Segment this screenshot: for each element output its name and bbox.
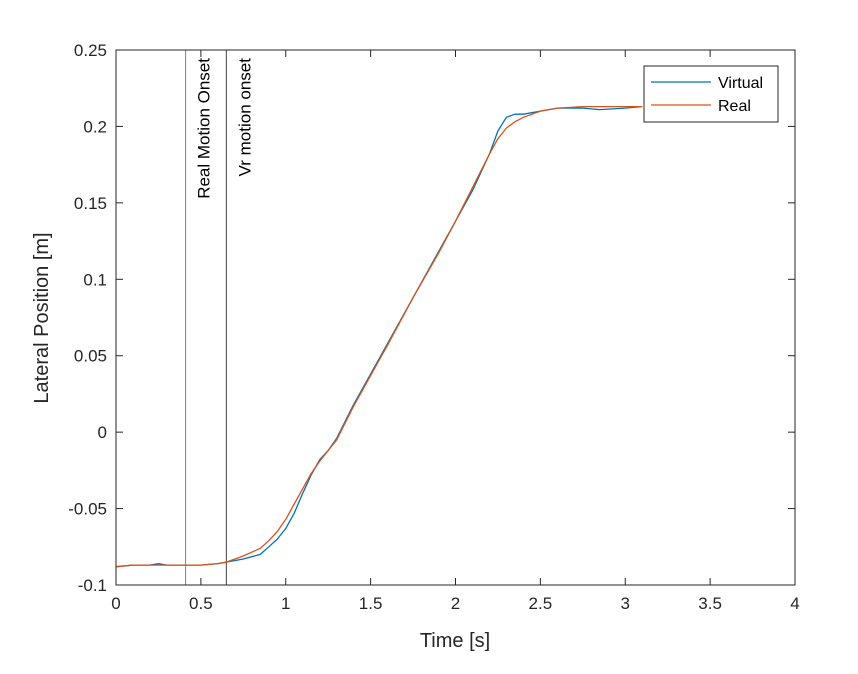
x-tick-label: 4 — [790, 594, 799, 613]
onset-lines: Real Motion Onset Vr motion onset — [185, 50, 254, 585]
data-series — [115, 105, 643, 568]
y-tick-label: -0.05 — [68, 500, 107, 519]
x-axis-label: Time [s] — [420, 630, 490, 652]
x-tick-label: 2 — [451, 594, 460, 613]
y-axis-label: Lateral Position [m] — [31, 232, 53, 403]
x-axis-ticks: 0 0.5 1 1.5 2 2.5 3 3.5 4 — [111, 50, 800, 613]
vr-onset-label: Vr motion onset — [235, 58, 254, 177]
series-real-line — [115, 105, 643, 568]
x-tick-label: 1.5 — [359, 594, 383, 613]
y-tick-label: 0.1 — [83, 270, 107, 289]
x-tick-label: 0.5 — [189, 594, 213, 613]
y-tick-label: 0.05 — [74, 347, 107, 366]
y-tick-label: 0.25 — [74, 41, 107, 60]
x-tick-label: 3.5 — [698, 594, 722, 613]
legend-real-label: Real — [718, 98, 751, 115]
x-tick-label: 1 — [281, 594, 290, 613]
real-onset-label: Real Motion Onset — [195, 58, 214, 199]
y-tick-label: -0.1 — [78, 576, 107, 595]
y-tick-label: 0 — [98, 423, 107, 442]
plot-area — [116, 50, 795, 585]
x-tick-label: 3 — [621, 594, 630, 613]
axes-background — [116, 50, 795, 585]
y-tick-label: 0.15 — [74, 194, 107, 213]
legend-box — [643, 65, 779, 123]
x-tick-label: 0 — [111, 594, 120, 613]
legend-virtual-label: Virtual — [718, 75, 763, 92]
y-tick-label: 0.2 — [83, 117, 107, 136]
x-tick-label: 2.5 — [529, 594, 553, 613]
y-axis-ticks: -0.1 -0.05 0 0.05 0.1 0.15 0.2 0.25 — [68, 41, 795, 595]
legend: Virtual Real — [643, 65, 779, 123]
